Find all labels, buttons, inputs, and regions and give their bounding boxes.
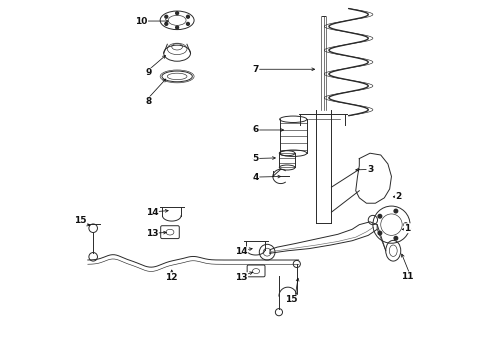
- Text: 9: 9: [146, 68, 152, 77]
- Circle shape: [378, 215, 382, 218]
- Text: 2: 2: [395, 192, 402, 201]
- Text: 3: 3: [367, 165, 373, 174]
- Text: 13: 13: [146, 229, 158, 238]
- Text: 5: 5: [252, 154, 259, 163]
- Text: 10: 10: [135, 17, 147, 26]
- Circle shape: [394, 209, 398, 213]
- Text: 12: 12: [166, 273, 178, 282]
- Circle shape: [176, 26, 178, 29]
- Text: 14: 14: [235, 247, 248, 256]
- Text: 14: 14: [146, 208, 158, 217]
- Circle shape: [404, 223, 408, 226]
- Circle shape: [165, 22, 168, 25]
- Text: 8: 8: [146, 97, 152, 106]
- Circle shape: [187, 22, 189, 25]
- Text: 15: 15: [74, 216, 87, 225]
- Circle shape: [176, 12, 178, 15]
- Text: 11: 11: [401, 272, 414, 281]
- Text: 7: 7: [252, 65, 259, 74]
- Circle shape: [187, 15, 189, 18]
- Circle shape: [394, 237, 398, 240]
- Circle shape: [165, 15, 168, 18]
- Text: 13: 13: [235, 273, 247, 282]
- Text: 15: 15: [285, 295, 298, 304]
- Circle shape: [378, 231, 382, 235]
- Text: 1: 1: [404, 224, 411, 233]
- Text: 6: 6: [252, 126, 259, 135]
- Text: 4: 4: [252, 173, 259, 182]
